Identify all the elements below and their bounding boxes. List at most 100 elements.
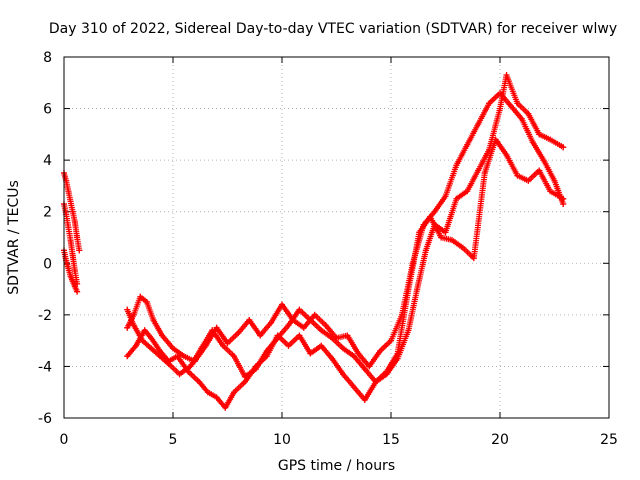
data-point (560, 200, 567, 207)
data-point (486, 100, 493, 107)
data-point (355, 350, 362, 357)
data-point (329, 355, 336, 362)
data-point (405, 286, 412, 293)
data-point (156, 353, 163, 360)
data-point (222, 404, 229, 411)
data-point (187, 363, 194, 370)
x-axis-label: GPS time / hours (278, 458, 395, 474)
data-point (165, 360, 172, 367)
data-point (71, 219, 78, 226)
data-point (285, 342, 292, 349)
data-point (464, 141, 471, 148)
data-point (475, 121, 482, 128)
data-point (340, 345, 347, 352)
data-point (560, 195, 567, 202)
data-point (475, 167, 482, 174)
data-point (231, 353, 238, 360)
data-point (525, 177, 532, 184)
data-point (65, 224, 72, 231)
data-point (176, 371, 183, 378)
data-point (196, 378, 203, 385)
data-point (209, 327, 216, 334)
data-point (257, 332, 264, 339)
data-point (263, 347, 270, 354)
data-point (307, 317, 314, 324)
data-point (394, 355, 401, 362)
data-point (547, 136, 554, 143)
data-point (329, 335, 336, 342)
data-point (148, 345, 155, 352)
data-point (372, 378, 379, 385)
data-point (361, 396, 368, 403)
data-point (405, 327, 412, 334)
data-point (141, 327, 148, 334)
data-point (503, 151, 510, 158)
data-point (540, 157, 547, 164)
data-point (235, 329, 242, 336)
data-point (442, 193, 449, 200)
data-point (279, 301, 285, 308)
plot-frame (63, 56, 610, 419)
data-point (427, 213, 434, 220)
data-point (525, 110, 532, 117)
data-point (497, 105, 503, 112)
data-point (76, 247, 83, 254)
x-tick-label: 15 (382, 432, 400, 448)
data-point (300, 324, 307, 331)
y-tick-label: -2 (38, 308, 52, 324)
data-point (67, 237, 74, 244)
data-point (170, 345, 176, 352)
data-point (311, 311, 318, 318)
x-tick-label: 25 (600, 432, 618, 448)
data-point (69, 278, 76, 285)
data-point (536, 131, 543, 138)
y-tick-label: 4 (43, 153, 52, 169)
data-points (61, 72, 567, 411)
data-point (361, 366, 368, 373)
data-point (132, 342, 139, 349)
data-point (231, 389, 238, 396)
data-point (449, 237, 456, 244)
data-point (198, 345, 205, 352)
y-axis-label: SDTVAR / TECUs (6, 180, 22, 295)
series-trace-2 (61, 200, 81, 287)
data-point (388, 337, 394, 344)
data-point (514, 100, 521, 107)
data-point (453, 162, 460, 169)
data-point (344, 332, 351, 339)
data-point (148, 335, 155, 342)
data-point (159, 332, 166, 339)
data-point (470, 255, 477, 262)
data-point (65, 265, 72, 272)
data-point (318, 327, 325, 334)
data-point (241, 373, 248, 380)
data-point (274, 335, 281, 342)
data-point (180, 353, 187, 360)
data-point (322, 322, 329, 329)
data-point (74, 288, 81, 295)
y-tick-label: 8 (43, 50, 52, 66)
y-tick-label: -6 (38, 411, 52, 427)
data-point (74, 234, 81, 241)
data-point (139, 337, 146, 344)
y-tick-label: 2 (43, 205, 52, 221)
data-point (69, 208, 76, 215)
data-point (296, 332, 303, 339)
data-point (252, 366, 259, 373)
data-point (246, 317, 253, 324)
data-point (350, 384, 357, 391)
data-point (536, 167, 543, 174)
data-point (551, 177, 558, 184)
data-point (124, 306, 131, 313)
data-point (481, 170, 488, 177)
data-point (124, 353, 131, 360)
data-point (220, 342, 227, 349)
data-point (268, 319, 275, 326)
data-point (518, 115, 525, 122)
data-point (486, 146, 493, 153)
data-point (241, 378, 248, 385)
data-point (67, 273, 74, 280)
data-point (459, 244, 466, 251)
